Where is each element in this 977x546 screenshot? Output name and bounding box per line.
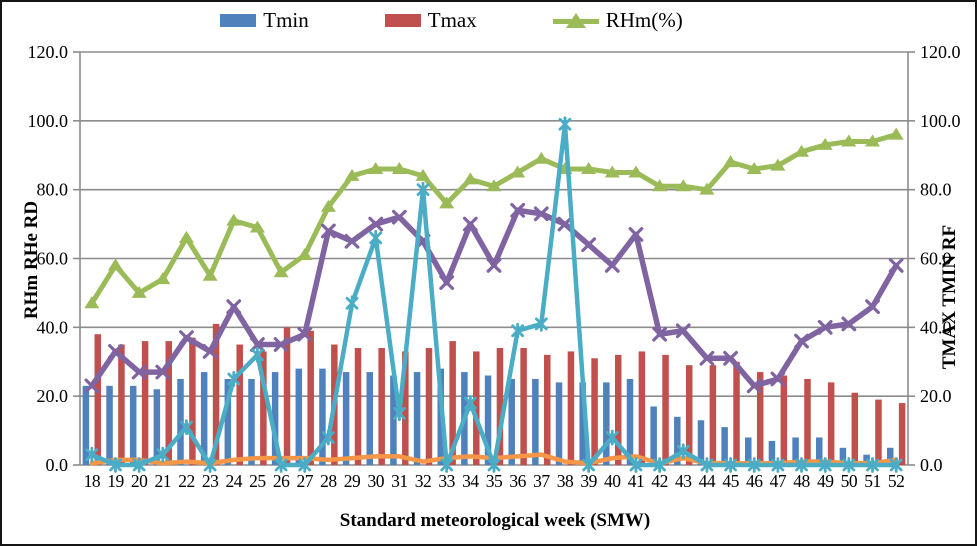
x-tick-label: 42 — [651, 471, 668, 491]
x-tick-label: 41 — [628, 471, 645, 491]
x-tick-label: 40 — [604, 471, 621, 491]
x-tick-label: 31 — [391, 471, 408, 491]
x-tick-label: 45 — [722, 471, 739, 491]
x-axis-title: Standard meteorological week (SMW) — [339, 510, 651, 531]
series-rhe-line — [84, 202, 904, 394]
x-tick-label: 23 — [202, 471, 219, 491]
legend-label-tmax: Tmax — [427, 8, 477, 32]
x-tick-label: 32 — [415, 471, 432, 491]
x-tick-label: 50 — [841, 471, 858, 491]
x-tick-label: 27 — [296, 471, 313, 491]
x-tick-label: 37 — [533, 471, 550, 491]
x-tick-label: 29 — [344, 471, 361, 491]
series-tmin-bars — [82, 368, 894, 465]
right-axis-tick-label: 120.0 — [920, 42, 961, 62]
x-tick-label: 26 — [273, 471, 290, 491]
x-tick-label: 22 — [178, 471, 195, 491]
right-axis-tick-label: 100.0 — [920, 111, 961, 131]
x-tick-label: 34 — [462, 471, 479, 491]
series-tmax-bars — [94, 323, 906, 465]
right-axis-tick-label: 60.0 — [920, 249, 952, 269]
x-tick-label: 19 — [107, 471, 124, 491]
rhm-line-triangle-icon — [552, 12, 599, 29]
left-axis-tick-label: 40.0 — [37, 317, 69, 337]
x-tick-label: 18 — [84, 471, 101, 491]
left-axis-title: RHm RHe RD — [21, 200, 42, 320]
x-tick-label: 38 — [557, 471, 574, 491]
tmax-bar-swatch-icon — [384, 14, 421, 27]
x-tick-label: 46 — [746, 471, 763, 491]
legend-item-rhm: RHm(%) — [552, 8, 683, 32]
left-axis-tick-label: 60.0 — [37, 249, 69, 269]
x-tick-label: 47 — [770, 471, 787, 491]
legend-label-tmin: Tmin — [263, 8, 309, 32]
right-axis-title: TMAX TMIN RF — [939, 224, 960, 370]
x-tick-label: 25 — [249, 471, 266, 491]
x-tick-label: 44 — [699, 471, 716, 491]
x-tick-label: 24 — [226, 471, 243, 491]
x-tick-label: 48 — [793, 471, 810, 491]
left-axis-tick-label: 20.0 — [37, 386, 69, 406]
right-axis-tick-label: 20.0 — [920, 386, 952, 406]
x-tick-label: 28 — [320, 471, 337, 491]
legend-label-rhm: RHm(%) — [605, 8, 683, 32]
legend-item-tmin: Tmin — [220, 10, 309, 31]
x-tick-label: 20 — [131, 471, 148, 491]
left-axis-tick-label: 120.0 — [28, 42, 69, 62]
right-axis-tick-label: 40.0 — [920, 317, 952, 337]
tmin-bar-swatch-icon — [220, 14, 257, 27]
x-tick-label: 52 — [888, 471, 905, 491]
left-axis-tick-label: 80.0 — [37, 180, 69, 200]
legend-item-tmax: Tmax — [384, 8, 477, 32]
x-tick-label: 21 — [155, 471, 172, 491]
x-tick-label: 43 — [675, 471, 692, 491]
x-tick-label: 51 — [864, 471, 881, 491]
series-rhm-line — [84, 127, 904, 309]
x-tick-label: 35 — [486, 471, 503, 491]
x-tick-label: 49 — [817, 471, 834, 491]
chart-legend: Tmin Tmax RHm(%) — [2, 8, 938, 32]
x-tick-label: 39 — [580, 471, 597, 491]
series-rf-line — [85, 116, 903, 473]
right-axis-tick-label: 80.0 — [920, 180, 952, 200]
left-axis-tick-label: 0.0 — [46, 455, 69, 475]
right-axis-tick-label: 0.0 — [920, 455, 943, 475]
x-tick-label: 36 — [509, 471, 526, 491]
left-axis-tick-label: 100.0 — [28, 111, 69, 131]
x-axis-tick-labels: 18 19 20 21 22 23 24 25 26 27 28 29 30 31 32 33 34 35 36 37… — [84, 471, 905, 491]
x-tick-label: 33 — [438, 471, 455, 491]
x-tick-label: 30 — [367, 471, 384, 491]
